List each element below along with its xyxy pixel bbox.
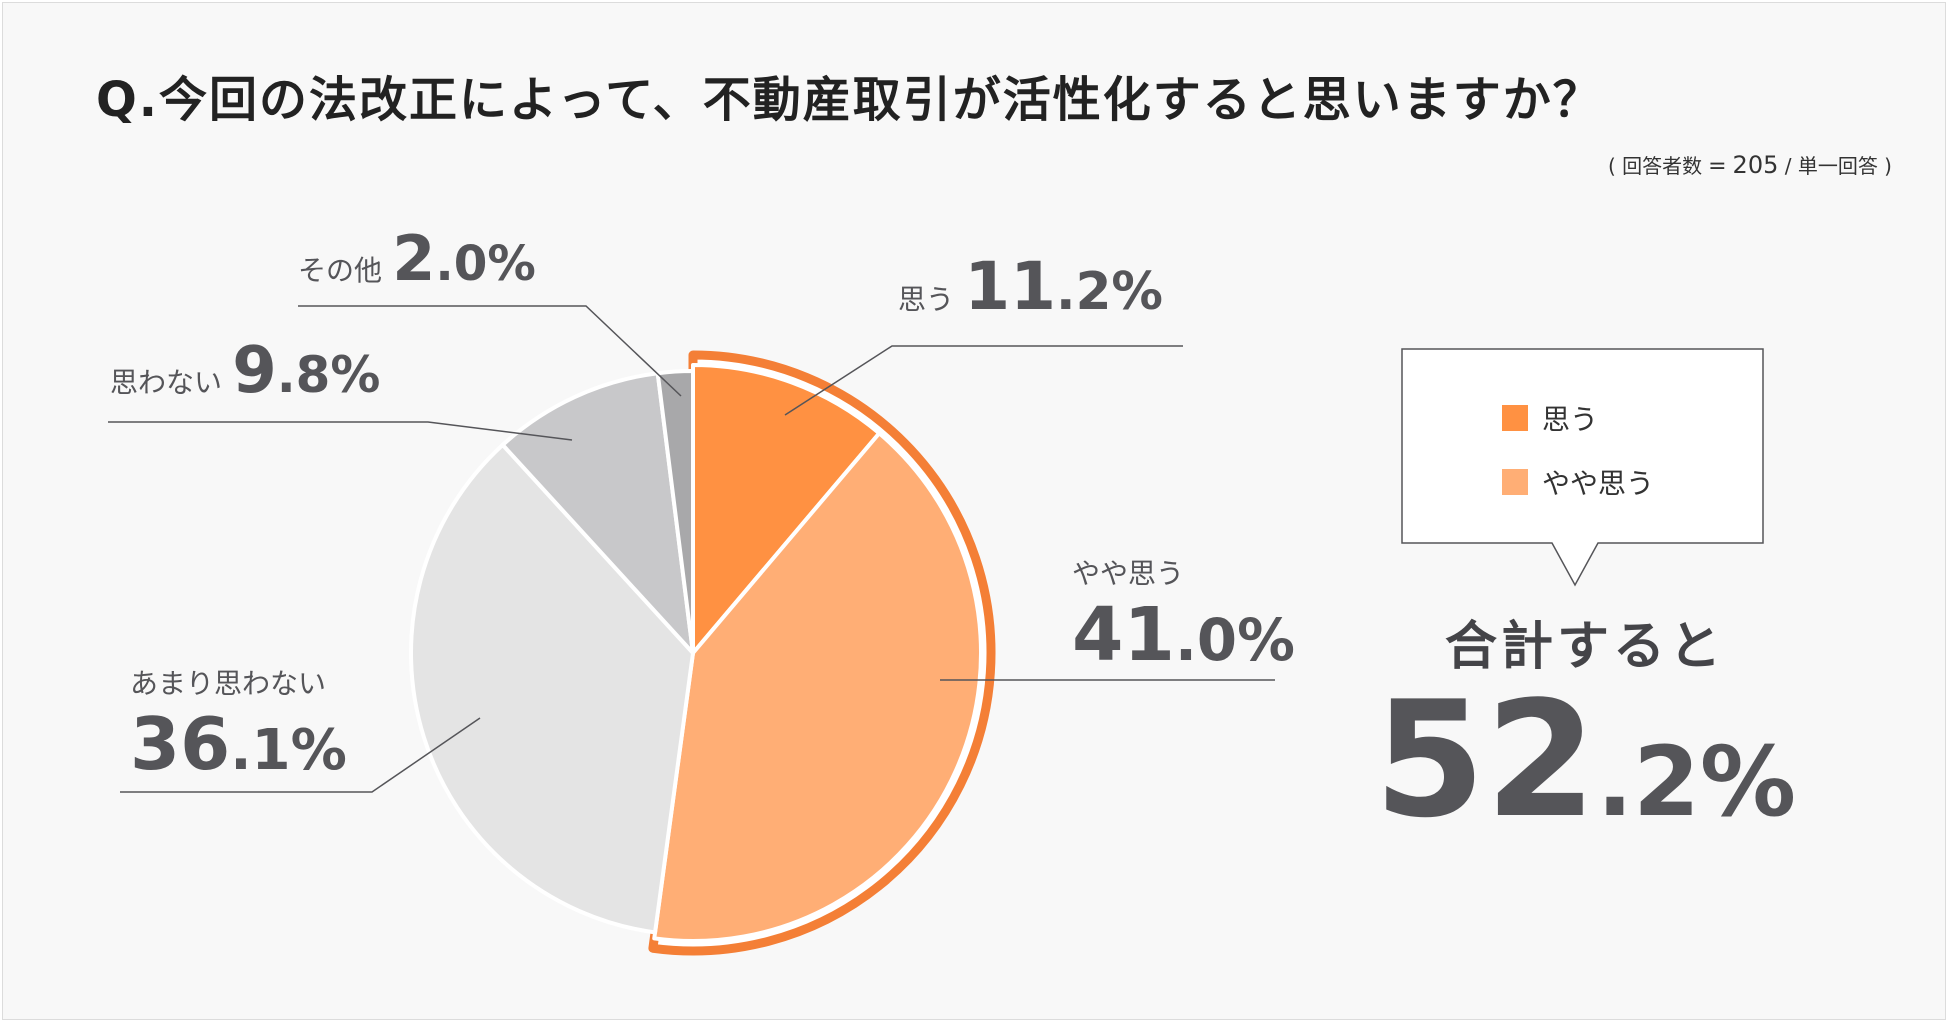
legend-callout-box: [1401, 348, 1764, 587]
pie-slices: [409, 350, 996, 956]
legend-label: 思う: [1542, 403, 1599, 436]
slice-omou: [691, 363, 882, 655]
legend-swatch: [1502, 469, 1528, 495]
respondents-label: 回答者数: [1622, 154, 1703, 178]
slice-yaya-omou: [652, 431, 983, 943]
slice-percent-dec: .0%: [1174, 606, 1295, 674]
label-spacer: [382, 265, 392, 284]
respondents-count: 205: [1732, 151, 1779, 179]
slice-label-amari-omowanai: あまり思わない 36.1%: [130, 662, 347, 786]
legend-swatch: [1502, 405, 1528, 431]
chart-title: Q.今回の法改正によって、不動産取引が活性化すると思いますか？: [96, 72, 1603, 128]
legend-item: 思う: [1502, 398, 1598, 438]
slice-percent-dec: .0%: [435, 236, 536, 292]
slice-percent-dec: .2%: [1056, 262, 1163, 322]
respondents-note: ( 回答者数 = 205 / 単一回答 ): [1608, 150, 1892, 179]
legend-item: やや思う: [1502, 462, 1654, 502]
legend-label: やや思う: [1542, 467, 1655, 500]
slice-percent-int: 2: [392, 222, 436, 295]
summary-value-dec: .2%: [1596, 726, 1797, 838]
slice-label-omou: 思う 11.2%: [898, 248, 1163, 325]
slice-category: その他: [298, 254, 383, 287]
slice-category: やや思う: [1072, 557, 1185, 590]
legend-callout: [1401, 348, 1764, 587]
slice-percent: 41.0%: [1072, 592, 1295, 678]
respondents-equals: =: [1708, 154, 1727, 179]
slice-category: あまり思わない: [130, 667, 327, 700]
leader-line-sonota: [298, 305, 682, 397]
leader-line-amari-omowanai: [120, 717, 481, 793]
slice-category: 思わない: [110, 366, 223, 399]
answer-type: / 単一回答: [1784, 154, 1878, 178]
summary-value: 52.2%: [1370, 680, 1800, 840]
slice-percent: 2.0%: [392, 222, 536, 295]
slice-label-yaya-omou: やや思う 41.0%: [1072, 552, 1295, 678]
slice-percent-dec: .8%: [276, 346, 381, 404]
slice-category: 思う: [898, 283, 955, 316]
leader-lines: [108, 305, 1275, 793]
label-spacer: [954, 294, 964, 313]
slice-percent-int: 36: [130, 702, 231, 786]
slice-percent-int: 11: [964, 248, 1057, 325]
summary-label: 合計すると: [1445, 617, 1726, 677]
paren-close: ): [1877, 154, 1892, 178]
summary-value-int: 52: [1373, 666, 1597, 853]
slice-label-sonota: その他 2.0%: [298, 222, 536, 295]
paren-open: (: [1607, 154, 1623, 178]
slice-percent-int: 41: [1072, 592, 1175, 678]
slice-percent-dec: .1%: [230, 718, 347, 783]
slice-omowanai: [500, 371, 695, 655]
slice-percent: 9.8%: [232, 334, 380, 408]
slice-percent-int: 9: [232, 334, 277, 408]
slice-amari-omowanai: [409, 442, 695, 935]
leader-line-omowanai: [108, 421, 573, 441]
label-spacer: [222, 377, 232, 396]
slice-percent: 36.1%: [130, 702, 347, 786]
slice-percent: 11.2%: [964, 248, 1163, 325]
slice-label-omowanai: 思わない 9.8%: [110, 334, 380, 408]
leader-line-omou: [784, 345, 1183, 416]
